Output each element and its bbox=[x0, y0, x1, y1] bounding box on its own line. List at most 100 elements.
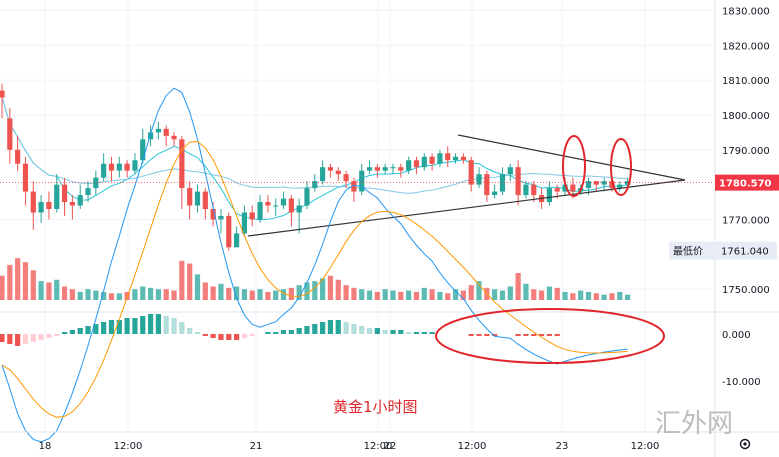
time-tick-label: 21 bbox=[250, 441, 263, 452]
macd-histogram-bar bbox=[234, 334, 240, 340]
volume-bar bbox=[515, 273, 521, 300]
macd-histogram-bar bbox=[546, 334, 552, 336]
candle-body bbox=[593, 181, 599, 185]
candle-body bbox=[194, 191, 201, 206]
candle-body bbox=[288, 198, 294, 213]
candle-body bbox=[147, 132, 154, 140]
candle-body bbox=[554, 188, 560, 192]
volume-bar bbox=[218, 283, 224, 300]
macd-histogram-bar bbox=[335, 320, 341, 334]
volume-bar bbox=[460, 290, 466, 300]
volume-bar bbox=[359, 289, 365, 300]
candle-body bbox=[320, 167, 326, 182]
candle-body bbox=[155, 128, 161, 133]
candle-body bbox=[249, 212, 255, 220]
volume-bar bbox=[390, 290, 396, 300]
macd-histogram-bar bbox=[101, 322, 107, 334]
macd-histogram-bar bbox=[265, 332, 271, 334]
macd-tick-label: -10.000 bbox=[722, 377, 761, 388]
volume-bar bbox=[445, 293, 451, 300]
macd-dif-line bbox=[1, 87, 628, 443]
macd-histogram-bar bbox=[429, 332, 435, 334]
macd-histogram-bar bbox=[288, 330, 294, 334]
candle-body bbox=[351, 181, 357, 192]
candle-body bbox=[22, 163, 29, 192]
volume-bars bbox=[0, 258, 631, 300]
macd-histogram-bar bbox=[69, 330, 75, 334]
candles bbox=[0, 83, 631, 251]
macd-histogram-bar bbox=[77, 328, 83, 334]
volume-bar bbox=[46, 282, 52, 300]
candle-body bbox=[280, 198, 287, 206]
time-tick-label: 12:00 bbox=[458, 441, 487, 452]
volume-bar bbox=[421, 287, 427, 300]
volume-bar bbox=[578, 290, 584, 300]
macd-histogram-bar bbox=[359, 326, 365, 334]
candle-body bbox=[226, 215, 232, 248]
macd-histogram-bar bbox=[116, 320, 122, 334]
candle-body bbox=[46, 202, 52, 209]
volume-bar bbox=[406, 290, 412, 300]
macd-histogram-bar bbox=[132, 318, 138, 334]
candle-body bbox=[343, 174, 349, 182]
macd-histogram-bar bbox=[484, 334, 490, 336]
macd-histogram-bar bbox=[0, 334, 5, 342]
candle-body bbox=[218, 215, 224, 220]
volume-bar bbox=[93, 290, 99, 300]
candle-body bbox=[562, 184, 568, 192]
volume-bar bbox=[288, 287, 294, 300]
macd-panel bbox=[0, 87, 779, 443]
volume-bar bbox=[155, 289, 161, 300]
candle-body bbox=[15, 149, 21, 164]
volume-bar bbox=[320, 278, 326, 300]
annotation-ellipse bbox=[435, 308, 665, 364]
candle-body bbox=[124, 163, 130, 171]
lower-trendline bbox=[247, 179, 686, 237]
candle-body bbox=[382, 167, 388, 171]
macd-histogram-bar bbox=[382, 330, 388, 334]
candle-body bbox=[108, 163, 115, 171]
volume-bar bbox=[523, 283, 529, 300]
settings-gear-icon[interactable] bbox=[739, 438, 751, 450]
macd-histogram-bar bbox=[390, 330, 396, 334]
candle-body bbox=[437, 153, 443, 164]
macd-histogram-bar bbox=[108, 320, 115, 334]
volume-bar bbox=[241, 289, 248, 300]
macd-histogram-bar bbox=[194, 332, 201, 334]
time-tick-label: 12:00 bbox=[631, 441, 660, 452]
candle-body bbox=[476, 174, 482, 185]
macd-histogram-bar bbox=[343, 322, 349, 334]
volume-bar bbox=[280, 289, 287, 300]
price-tick-label: 1800.000 bbox=[722, 111, 770, 122]
volume-bar bbox=[617, 291, 623, 300]
chart-caption: 黄金1小时图 bbox=[333, 398, 418, 416]
macd-histogram-bar bbox=[171, 318, 177, 334]
macd-histogram-bar bbox=[374, 328, 380, 334]
macd-histogram-bar bbox=[241, 334, 248, 338]
candle-body bbox=[93, 177, 99, 189]
volume-bar bbox=[492, 289, 498, 300]
candle-body bbox=[460, 156, 466, 161]
triangle-trendlines bbox=[247, 134, 686, 237]
time-tick-label: 12:00 bbox=[114, 441, 143, 452]
candle-body bbox=[429, 156, 435, 164]
candle-body bbox=[7, 118, 13, 150]
macd-histogram-bar bbox=[398, 330, 404, 334]
lowest-price-value: 1761.040 bbox=[721, 247, 769, 258]
macd-histogram-bar bbox=[273, 332, 279, 334]
candle-body bbox=[570, 184, 576, 192]
candle-body bbox=[265, 202, 271, 206]
macd-histogram-bar bbox=[187, 328, 193, 334]
volume-bar bbox=[468, 285, 474, 300]
volume-bar bbox=[437, 291, 443, 300]
time-tick-label: 22 bbox=[384, 441, 397, 452]
volume-bar bbox=[85, 289, 91, 300]
candle-body bbox=[484, 174, 490, 196]
volume-bar bbox=[554, 287, 560, 300]
candle-body bbox=[304, 188, 310, 206]
volume-bar bbox=[116, 293, 122, 300]
volume-bar bbox=[15, 258, 21, 300]
volume-bar bbox=[187, 263, 193, 300]
volume-bar bbox=[327, 275, 334, 300]
volume-bar bbox=[335, 279, 341, 300]
